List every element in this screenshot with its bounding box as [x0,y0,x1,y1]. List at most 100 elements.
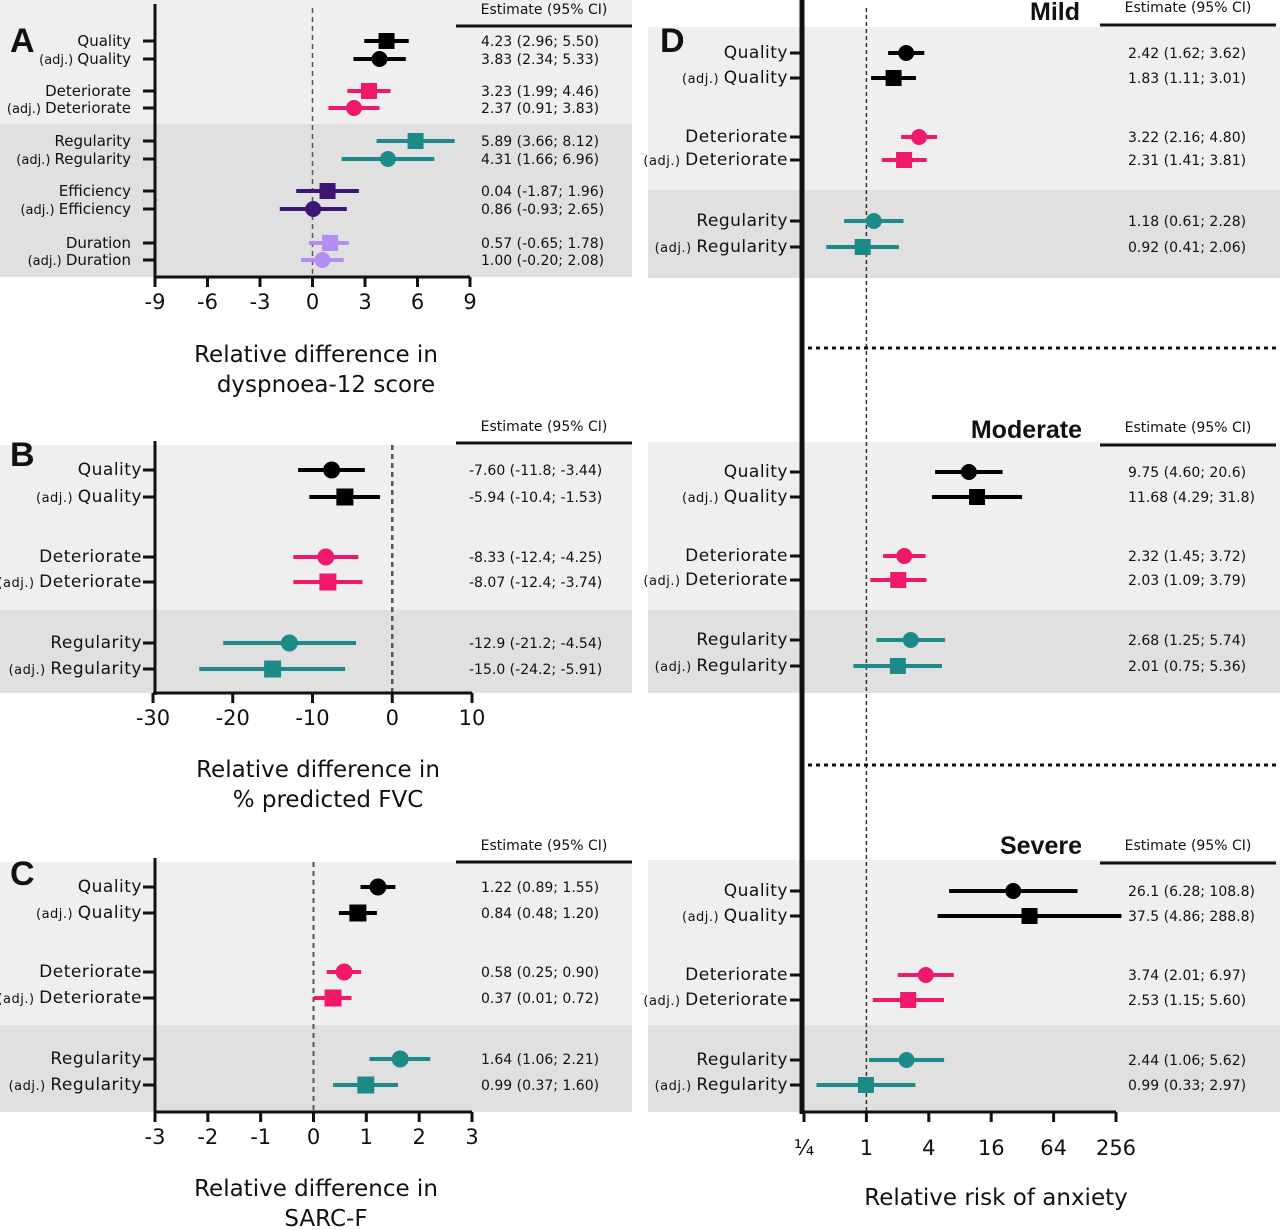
point-estimate-square [896,152,913,168]
row-label: Duration [66,234,131,252]
point-estimate-square [319,573,337,591]
row-label: (adj.) Deteriorate [643,150,788,170]
adjusted-prefix: (adj.) [0,576,39,591]
row-label-text: Quality [724,462,788,482]
row-label-text: Regularity [696,1050,788,1070]
row-label-text: Quality [78,487,142,507]
x-tick-label: 3 [465,1125,478,1149]
point-estimate-square [1021,908,1038,924]
adjusted-prefix: (adj.) [655,660,697,675]
row-label-text: Quality [724,881,788,901]
row-label: Regularity [696,1050,788,1070]
x-tick-label: 4 [922,1136,935,1160]
background-band [648,860,1280,1025]
point-estimate-square [900,992,917,1008]
row-label-text: Regularity [50,1075,142,1095]
row-label: (adj.) Deteriorate [643,570,788,590]
x-axis-title: Relative risk of anxiety [864,1185,1127,1211]
point-estimate-circle [305,201,322,217]
adjusted-prefix: (adj.) [16,153,54,168]
x-tick-label: -2 [197,1125,218,1149]
row-label-text: Deteriorate [685,150,788,170]
row-label-text: Deteriorate [45,99,131,117]
x-tick-label: 3 [358,290,371,314]
background-band [0,0,632,124]
estimate-ci-text: 3.22 (2.16; 4.80) [1128,130,1246,146]
estimate-ci-text: -15.0 (-24.2; -5.91) [469,662,602,678]
point-estimate-square [857,1077,874,1093]
x-tick-label: -9 [145,290,166,314]
estimate-header: Estimate (95% CI) [481,419,608,435]
estimate-header: Estimate (95% CI) [481,2,608,18]
adjusted-prefix: (adj.) [643,574,685,589]
estimate-ci-text: -12.9 (-21.2; -4.54) [469,636,602,652]
estimate-ci-text: 4.23 (2.96; 5.50) [481,34,599,50]
row-label: (adj.) Regularity [655,1075,788,1095]
estimate-ci-text: 4.31 (1.66; 6.96) [481,152,599,168]
row-label: (adj.) Quality [682,906,788,926]
estimate-ci-text: 0.04 (-1.87; 1.96) [481,184,604,200]
x-tick-label: -30 [136,706,170,730]
estimate-ci-text: -8.07 (-12.4; -3.74) [469,575,602,591]
point-estimate-circle [902,632,919,648]
estimate-ci-text: 11.68 (4.29; 31.8) [1128,490,1255,506]
point-estimate-circle [371,51,388,67]
row-label: Regularity [55,132,132,150]
row-label: Regularity [50,633,142,653]
point-estimate-square [885,70,902,86]
estimate-ci-text: 37.5 (4.86; 288.8) [1128,909,1255,925]
row-label: (adj.) Deteriorate [0,572,142,592]
row-label-text: Regularity [55,150,132,168]
row-label-text: Deteriorate [39,988,142,1008]
row-label-text: Deteriorate [39,572,142,592]
row-label-text: Deteriorate [45,82,131,100]
point-estimate-circle [335,963,353,981]
point-estimate-circle [314,252,331,268]
row-label: (adj.) Efficiency [20,200,131,218]
x-axis-title-line1: Relative difference in [194,342,438,368]
point-estimate-circle [280,634,298,652]
row-label-text: Regularity [696,1075,788,1095]
estimate-ci-text: 2.32 (1.45; 3.72) [1128,549,1246,565]
row-label-text: Deteriorate [39,962,142,982]
estimate-header: Estimate (95% CI) [1125,420,1252,436]
row-label: (adj.) Regularity [16,150,131,168]
point-estimate-circle [391,1050,409,1068]
row-label-text: Quality [77,32,131,50]
estimate-ci-text: 0.57 (-0.65; 1.78) [481,236,604,252]
estimate-ci-text: 3.23 (1.99; 4.46) [481,84,599,100]
row-label: Deteriorate [39,962,142,982]
row-label-text: Quality [78,460,142,480]
x-tick-label: 256 [1096,1136,1136,1160]
row-label: Deteriorate [45,82,131,100]
row-label: (adj.) Quality [36,903,142,923]
background-band [0,1025,632,1112]
adjusted-prefix: (adj.) [655,1079,697,1094]
point-estimate-square [319,183,336,199]
point-estimate-square [407,133,424,149]
row-label-text: Deteriorate [685,965,788,985]
row-label: (adj.) Duration [28,251,131,269]
x-tick-label: 1 [360,1125,373,1149]
point-estimate-square [378,33,395,49]
row-label-text: Deteriorate [685,546,788,566]
estimate-ci-text: 0.86 (-0.93; 2.65) [481,202,604,218]
point-estimate-square [264,660,282,678]
row-label-text: Quality [724,906,788,926]
row-label-text: Quality [724,43,788,63]
estimate-ci-text: 2.68 (1.25; 5.74) [1128,633,1246,649]
row-label-text: Regularity [696,237,788,257]
row-label: Quality [724,43,788,63]
background-band [648,27,1280,190]
estimate-ci-text: 0.99 (0.33; 2.97) [1128,1078,1246,1094]
estimate-ci-text: 2.37 (0.91; 3.83) [481,101,599,117]
estimate-ci-text: 0.84 (0.48; 1.20) [481,906,599,922]
point-estimate-circle [898,45,915,61]
point-estimate-square [357,1076,375,1094]
adjusted-prefix: (adj.) [0,992,39,1007]
adjusted-prefix: (adj.) [643,994,685,1009]
point-estimate-circle [369,878,387,896]
row-label: (adj.) Regularity [9,659,142,679]
background-band [0,124,632,277]
